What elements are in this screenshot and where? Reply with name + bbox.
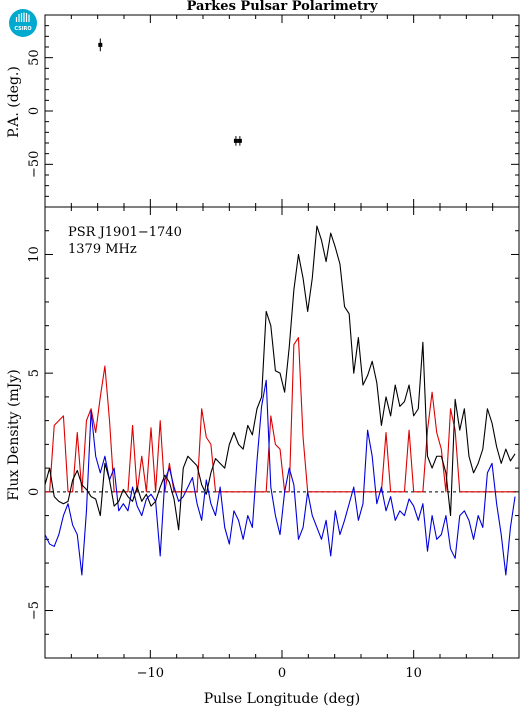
flux-x-tick-label: −10 xyxy=(137,666,164,681)
flux-series-group xyxy=(44,225,516,576)
pulsar-name-annotation: PSR J1901−1740 xyxy=(68,225,182,240)
frequency-annotation: 1379 MHz xyxy=(68,242,137,257)
pa-data-points xyxy=(98,38,242,146)
flux-x-tick-label: 0 xyxy=(278,666,286,681)
flux-panel-frame xyxy=(44,206,520,659)
pa-y-tick-label: 0 xyxy=(27,107,42,115)
pa-y-tick-label: −50 xyxy=(27,151,42,178)
pa-marker xyxy=(98,42,103,47)
pa-marker xyxy=(233,138,238,143)
flux-y-tick-label: −5 xyxy=(27,601,42,620)
total-intensity-line xyxy=(44,225,516,531)
logo-text: CSIRO xyxy=(14,26,31,32)
flux-axis-ticks: −5 0 5 10 −10 0 10 xyxy=(27,207,519,681)
pa-y-tick-label: 50 xyxy=(27,49,42,66)
pa-point xyxy=(98,38,103,52)
pa-axis-ticks: −50 0 50 xyxy=(27,15,519,207)
circular-polarization-line xyxy=(44,379,516,576)
logo-bars-icon xyxy=(15,12,30,22)
flux-axis-label: Flux Density (mJy) xyxy=(6,369,22,500)
pa-point xyxy=(233,136,238,146)
pa-panel-frame xyxy=(44,14,520,208)
flux-y-tick-label: 10 xyxy=(27,246,42,263)
flux-y-tick-label: 0 xyxy=(27,488,42,496)
x-axis-label: Pulse Longitude (deg) xyxy=(204,691,361,707)
pa-point xyxy=(237,136,242,146)
chart-title: Parkes Pulsar Polarimetry xyxy=(187,0,378,14)
flux-x-tick-label: 10 xyxy=(405,666,422,681)
pa-axis-label: P.A. (deg.) xyxy=(6,66,22,138)
csiro-logo: CSIRO xyxy=(9,9,37,37)
pa-marker xyxy=(237,138,242,143)
linear-polarization-line xyxy=(45,336,516,493)
logo-circle xyxy=(9,9,37,37)
flux-y-tick-label: 5 xyxy=(27,369,42,377)
